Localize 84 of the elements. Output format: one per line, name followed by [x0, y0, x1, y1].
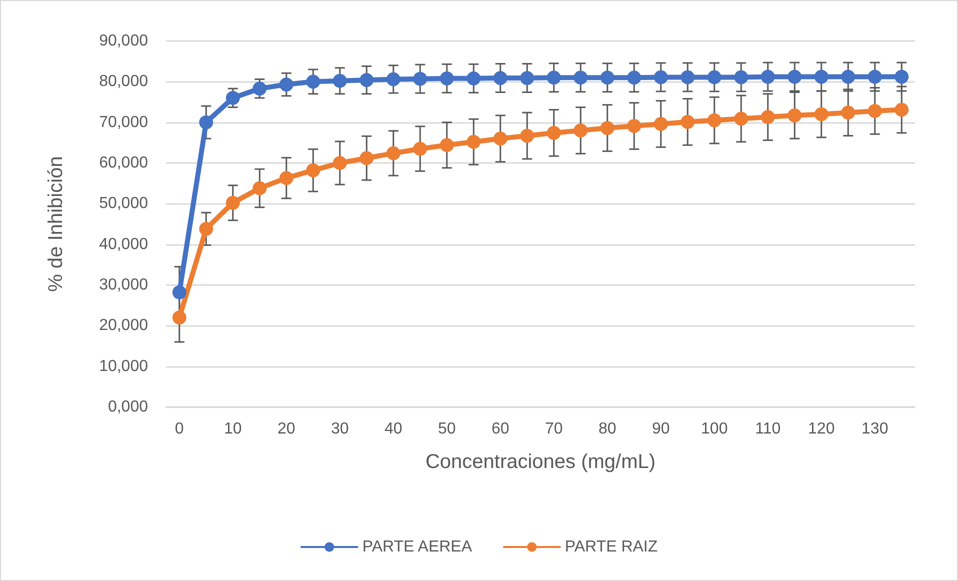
- x-axis-title: Concentraciones (mg/mL): [425, 451, 656, 473]
- point: [466, 134, 481, 149]
- point: [627, 70, 642, 85]
- point: [814, 107, 828, 122]
- y-tick-label: 50,000: [99, 195, 148, 212]
- x-tick-label: 50: [438, 420, 456, 438]
- point: [306, 163, 320, 178]
- x-tick-label: 100: [701, 420, 728, 438]
- point: [707, 70, 722, 84]
- x-tick-label: 120: [808, 420, 835, 438]
- x-tick-label: 70: [544, 420, 563, 438]
- point: [654, 70, 668, 84]
- y-axis-title: % de Inhibición: [45, 156, 67, 292]
- point: [199, 222, 214, 236]
- point: [306, 74, 320, 89]
- point: [440, 138, 454, 152]
- point: [279, 78, 294, 92]
- legend-label: PARTE AEREA: [362, 538, 472, 556]
- point: [252, 82, 267, 96]
- point: [386, 146, 400, 160]
- point: [574, 123, 588, 138]
- y-tick-label: 40,000: [99, 236, 148, 253]
- x-tick-label: 110: [755, 420, 781, 438]
- x-tick-label: 130: [862, 420, 888, 438]
- point: [493, 132, 508, 146]
- point: [546, 70, 561, 85]
- point: [841, 70, 856, 84]
- point: [760, 110, 775, 124]
- point: [894, 70, 909, 84]
- point: [332, 74, 347, 88]
- point: [360, 73, 374, 88]
- point: [707, 113, 722, 128]
- point: [788, 70, 802, 84]
- point: [332, 156, 347, 170]
- point: [440, 71, 454, 86]
- point: [680, 70, 695, 84]
- point: [627, 118, 642, 133]
- point: [600, 121, 614, 136]
- point: [252, 181, 267, 196]
- point: [172, 310, 186, 325]
- point: [520, 71, 534, 86]
- point: [868, 104, 882, 118]
- x-tick-label: 80: [598, 420, 616, 438]
- x-tick-label: 90: [652, 420, 670, 438]
- point: [788, 108, 802, 122]
- y-tick-label: 60,000: [99, 154, 148, 172]
- point: [680, 114, 695, 129]
- point: [520, 128, 534, 143]
- y-tick-label: 20,000: [99, 317, 148, 334]
- y-tick-label: 90,000: [99, 32, 148, 50]
- x-tick-label: 60: [491, 420, 510, 438]
- point: [814, 70, 828, 84]
- y-tick-label: 10,000: [99, 358, 148, 375]
- y-tick-label: 0,000: [108, 398, 148, 416]
- point: [574, 70, 588, 85]
- x-tick-label: 40: [384, 420, 402, 438]
- point: [226, 196, 240, 210]
- point: [546, 126, 561, 140]
- point: [600, 70, 614, 85]
- point: [199, 115, 214, 130]
- point: [466, 71, 481, 86]
- point: [734, 112, 748, 126]
- point: [894, 102, 909, 117]
- point: [493, 71, 508, 86]
- point: [226, 90, 240, 105]
- point: [360, 151, 374, 166]
- point: [172, 285, 186, 300]
- y-tick-label: 30,000: [99, 276, 148, 294]
- point: [734, 70, 748, 84]
- point: [279, 171, 294, 186]
- point: [841, 106, 856, 120]
- y-tick-label: 70,000: [99, 114, 148, 131]
- x-tick-label: 10: [224, 420, 242, 438]
- point: [654, 116, 668, 131]
- x-tick-label: 30: [330, 420, 349, 438]
- legend-label: PARTE RAIZ: [564, 538, 658, 556]
- x-tick-label: 0: [174, 420, 184, 438]
- point: [413, 142, 428, 156]
- point: [386, 72, 400, 86]
- y-tick-label: 80,000: [99, 73, 148, 90]
- point: [413, 72, 428, 86]
- point: [760, 70, 775, 84]
- point: [868, 70, 882, 84]
- x-tick-label: 20: [277, 420, 296, 438]
